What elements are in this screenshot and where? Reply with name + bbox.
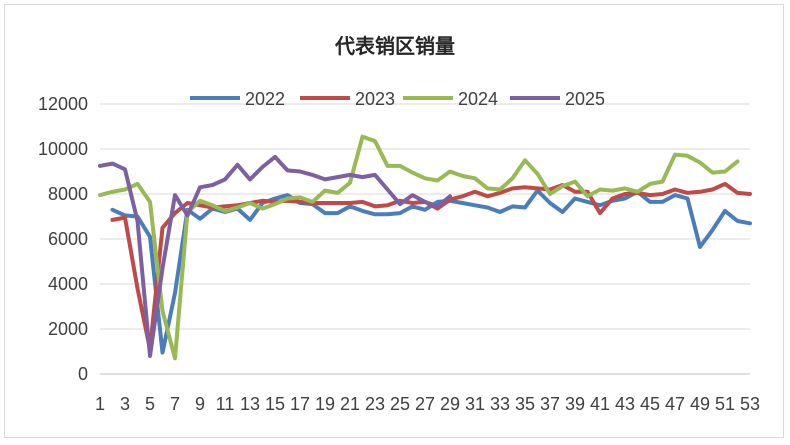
legend-label-2023: 2023	[355, 89, 395, 109]
series-line-2025	[98, 154, 452, 358]
x-tick-label: 31	[465, 394, 485, 414]
legend-label-2024: 2024	[458, 89, 498, 109]
x-tick-label: 19	[315, 394, 335, 414]
x-tick-label: 1	[95, 394, 105, 414]
x-tick-label: 53	[740, 394, 760, 414]
x-tick-label: 15	[265, 394, 285, 414]
y-tick-label: 12000	[38, 94, 88, 114]
series-line-2024	[98, 134, 740, 361]
x-tick-label: 25	[390, 394, 410, 414]
x-tick-label: 7	[170, 394, 180, 414]
x-tick-label: 35	[515, 394, 535, 414]
x-tick-label: 9	[195, 394, 205, 414]
x-tick-label: 47	[665, 394, 685, 414]
legend: 2022 2023 2024 2025	[190, 89, 605, 109]
x-tick-label: 29	[440, 394, 460, 414]
legend-label-2022: 2022	[245, 89, 285, 109]
x-tick-label: 49	[690, 394, 710, 414]
x-tick-label: 13	[240, 394, 260, 414]
y-tick-label: 0	[78, 364, 88, 384]
x-tick-label: 45	[640, 394, 660, 414]
y-tick-label: 4000	[48, 274, 88, 294]
x-tick-label: 39	[565, 394, 585, 414]
y-tick-label: 10000	[38, 139, 88, 159]
x-tick-label: 17	[290, 394, 310, 414]
x-tick-label: 41	[590, 394, 610, 414]
y-tick-label: 8000	[48, 184, 88, 204]
grid-lines	[100, 103, 750, 330]
x-tick-label: 33	[490, 394, 510, 414]
x-tick-label: 43	[615, 394, 635, 414]
x-tick-label: 3	[120, 394, 130, 414]
chart-frame: 代表销区销量 0 2000 4000 6000 8000 10000 12000 1 3 5 7 9 1…	[4, 4, 784, 438]
x-tick-label: 23	[365, 394, 385, 414]
series-line-2022	[110, 188, 752, 355]
legend-label-2025: 2025	[565, 89, 605, 109]
x-tick-label: 51	[715, 394, 735, 414]
y-tick-label: 6000	[48, 229, 88, 249]
x-tick-label: 5	[145, 394, 155, 414]
x-tick-label: 11	[216, 394, 235, 414]
x-tick-label: 37	[540, 394, 560, 414]
x-tick-label: 27	[415, 394, 435, 414]
series-line-2023	[110, 181, 752, 352]
x-tick-label: 21	[340, 394, 360, 414]
chart-title: 代表销区销量	[334, 34, 455, 58]
y-tick-label: 2000	[48, 319, 88, 339]
series-lines	[98, 134, 752, 361]
